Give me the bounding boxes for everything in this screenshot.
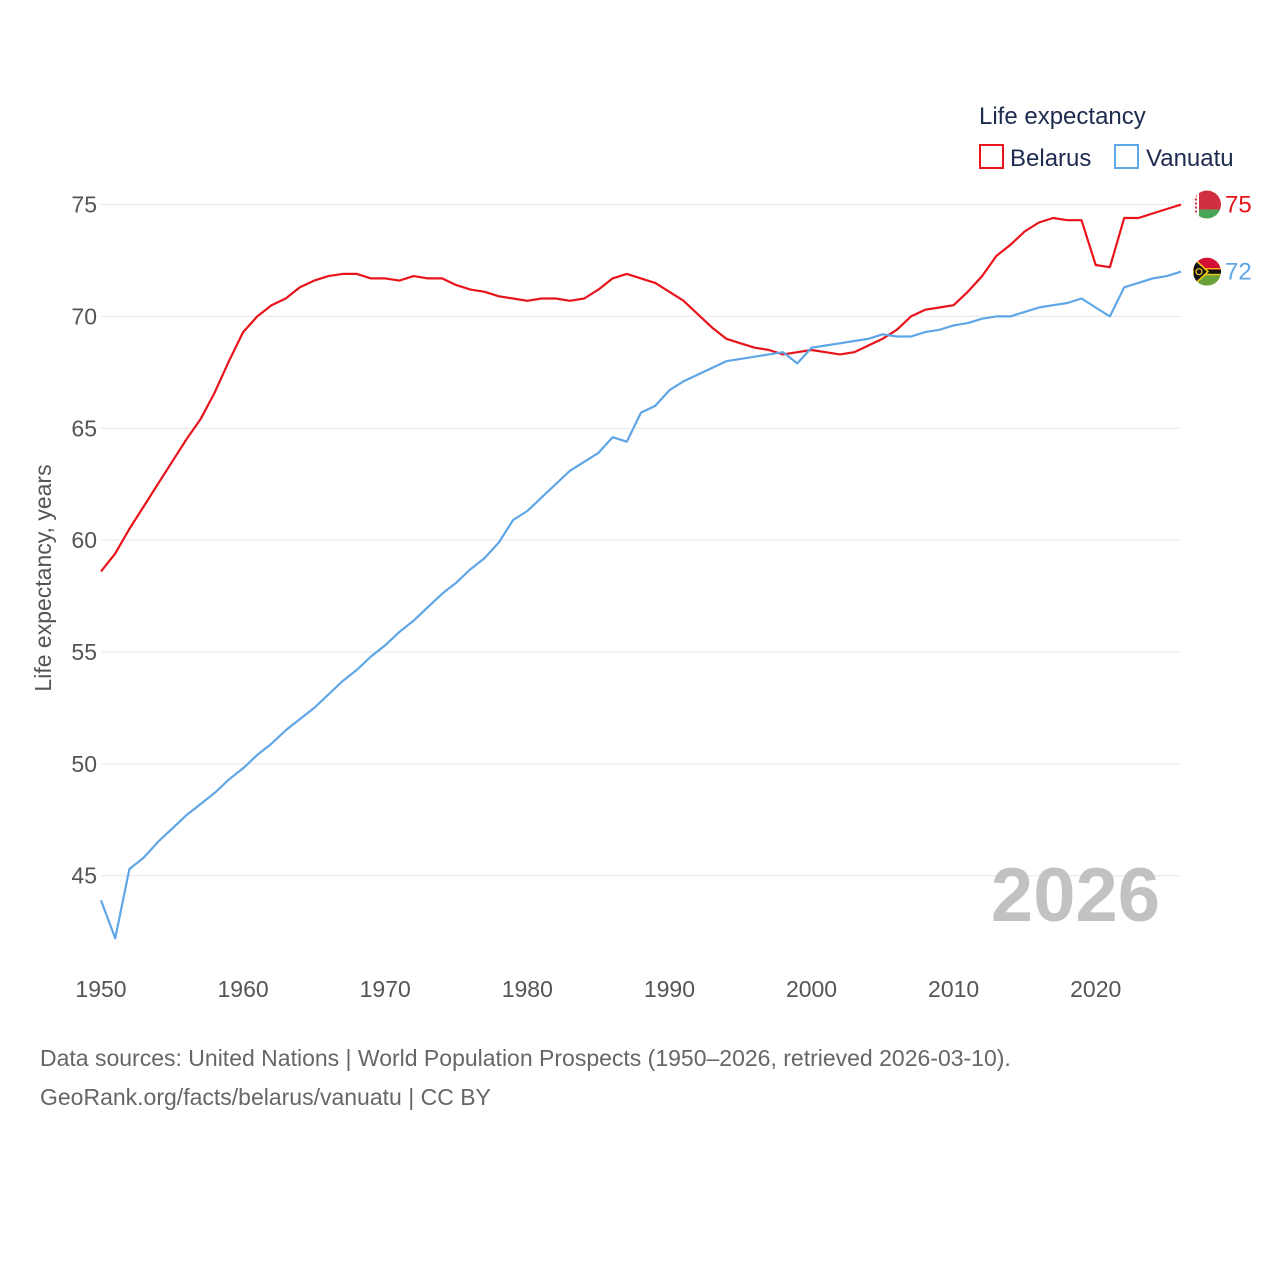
vanuatu-flag-icon [1193, 257, 1221, 286]
legend-swatch-belarus [979, 144, 1004, 169]
legend-label-vanuatu: Vanuatu [1146, 145, 1234, 172]
y-tick-label: 65 [71, 415, 97, 441]
x-tick-label: 1950 [75, 976, 126, 1002]
y-tick-label: 45 [71, 863, 97, 889]
end-label-vanuatu: 72 [1225, 259, 1252, 286]
legend-item-belarus[interactable]: Belarus [979, 144, 1091, 172]
legend-swatch-vanuatu [1114, 144, 1139, 169]
y-tick-label: 50 [71, 751, 97, 777]
x-tick-label: 2000 [786, 976, 837, 1002]
y-axis-title: Life expectancy, years [30, 464, 56, 691]
series-line-belarus[interactable] [100, 203, 1182, 573]
y-axis-ticks: 45 50 55 60 65 70 75 [71, 192, 97, 889]
legend[interactable]: Life expectancy Belarus Vanuatu [979, 103, 1234, 172]
y-tick-label: 55 [71, 639, 97, 665]
source-line: Data sources: United Nations | World Pop… [40, 1045, 1011, 1071]
x-tick-label: 2020 [1070, 976, 1121, 1002]
legend-label-belarus: Belarus [1010, 145, 1091, 172]
series-lines [99, 203, 1182, 940]
y-tick-label: 70 [71, 303, 97, 329]
end-markers: 75 72 [1193, 190, 1252, 286]
year-watermark: 2026 [991, 853, 1160, 938]
x-tick-label: 1990 [644, 976, 695, 1002]
x-tick-label: 1970 [360, 976, 411, 1002]
belarus-flag-icon [1193, 190, 1221, 219]
x-tick-label: 1980 [502, 976, 553, 1002]
x-tick-label: 1960 [218, 976, 269, 1002]
x-tick-label: 2010 [928, 976, 979, 1002]
y-tick-label: 60 [71, 527, 97, 553]
end-label-belarus: 75 [1225, 192, 1252, 219]
legend-item-vanuatu[interactable]: Vanuatu [1114, 144, 1234, 172]
y-tick-label: 75 [71, 192, 97, 218]
source-link[interactable]: GeoRank.org/facts/belarus/vanuatu | CC B… [40, 1084, 491, 1110]
x-axis-ticks: 1950 1960 1970 1980 1990 2000 2010 2020 [75, 976, 1121, 1002]
grid-lines [101, 204, 1181, 877]
legend-title: Life expectancy [979, 103, 1146, 130]
series-line-vanuatu[interactable] [99, 270, 1182, 940]
